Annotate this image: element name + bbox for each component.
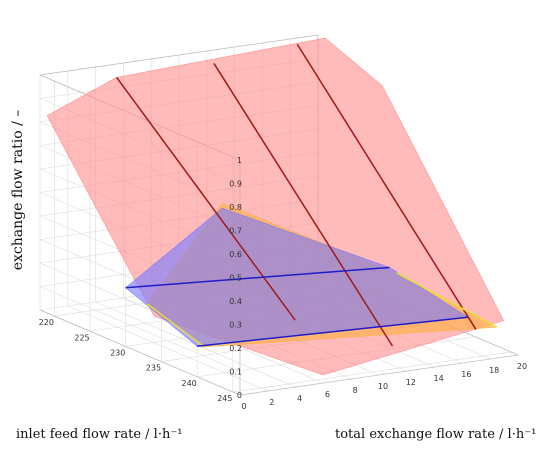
x-tick-label: 8 xyxy=(353,386,358,395)
z-tick-label: 0.9 xyxy=(229,180,242,189)
surface-layer xyxy=(46,37,505,376)
surface-3 xyxy=(125,207,469,347)
axis-line-y xyxy=(39,309,241,396)
box-edge xyxy=(39,34,319,76)
y-axis-label: inlet feed flow rate / l·h⁻¹ xyxy=(16,427,182,442)
surface-2-line xyxy=(146,303,205,348)
y-tick-label: 235 xyxy=(146,364,161,373)
x-tick-label: 2 xyxy=(269,398,274,407)
surface-2-line xyxy=(396,272,497,328)
y-tick-label: 240 xyxy=(182,379,197,388)
z-tick-label: 0.7 xyxy=(229,227,242,236)
x-tick-label: 0 xyxy=(241,402,246,411)
y-tick-label: 225 xyxy=(74,333,89,342)
z-tick-label: 0.3 xyxy=(229,321,242,330)
x-tick-label: 14 xyxy=(434,374,444,383)
z-tick-label: 0.1 xyxy=(229,368,242,377)
z-tick-label: 0.6 xyxy=(229,250,242,259)
z-tick-label: 0 xyxy=(237,391,242,400)
y-tick-label: 220 xyxy=(39,318,54,327)
x-tick-label: 18 xyxy=(489,366,499,375)
axis-line-x xyxy=(239,354,519,396)
x-tick-label: 16 xyxy=(461,370,471,379)
tick-layer: 00.10.20.30.40.50.60.70.80.9122022523023… xyxy=(39,156,527,411)
x-tick-label: 20 xyxy=(517,362,527,371)
y-tick-label: 245 xyxy=(217,394,232,403)
y-tick-label: 230 xyxy=(110,348,125,357)
x-tick-label: 10 xyxy=(378,382,388,391)
x-tick-label: 12 xyxy=(406,378,416,387)
z-tick-label: 0.2 xyxy=(229,344,242,353)
gridline-z xyxy=(39,286,241,372)
z-axis-label: exchange flow ratio / – xyxy=(10,110,26,271)
z-tick-label: 0.8 xyxy=(229,203,242,212)
z-tick-label: 0.4 xyxy=(229,297,242,306)
surface-3-line xyxy=(197,316,469,347)
surface-3-line xyxy=(125,266,390,289)
z-tick-label: 0.5 xyxy=(229,274,242,283)
surface-1-line xyxy=(116,76,296,321)
surface-1-line xyxy=(213,63,394,347)
gridline-x xyxy=(67,305,268,392)
surface-1-line xyxy=(296,43,477,330)
z-tick-label: 1 xyxy=(237,156,242,165)
gridline-y xyxy=(232,351,511,393)
x-tick-label: 4 xyxy=(297,394,302,403)
x-tick-label: 6 xyxy=(325,390,330,399)
x-axis-label: total exchange flow rate / l·h⁻¹ xyxy=(335,427,536,442)
